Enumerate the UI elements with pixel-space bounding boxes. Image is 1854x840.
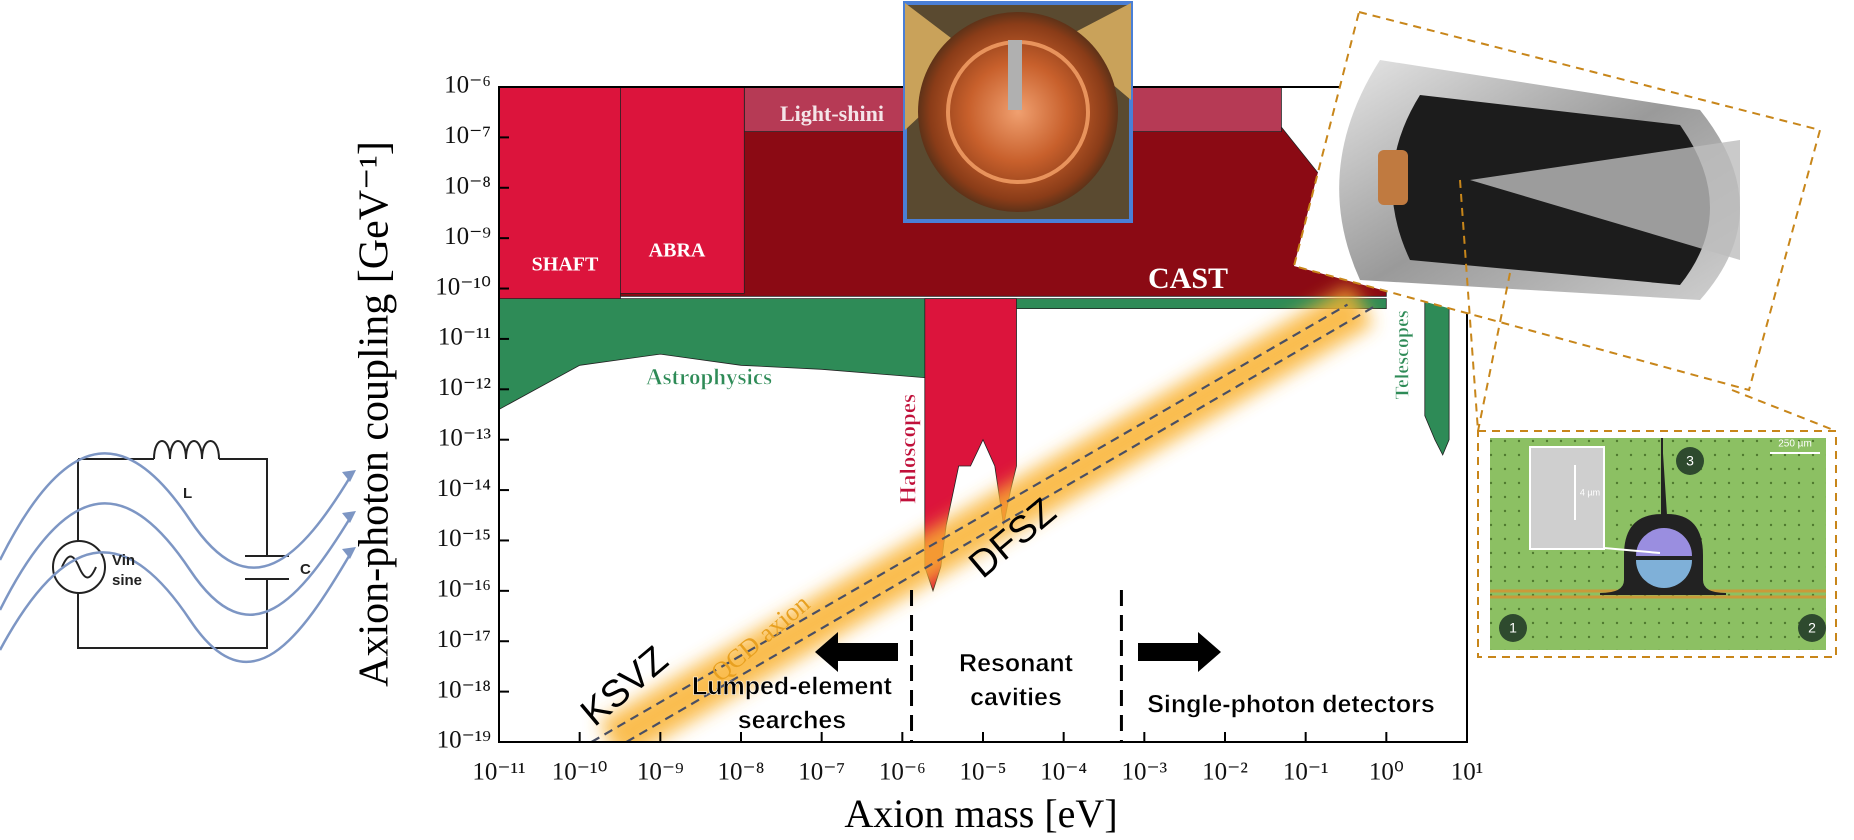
- x-tick-label: 10⁻⁵: [960, 759, 1007, 786]
- port-label: 1: [1509, 620, 1517, 636]
- port-label: 3: [1686, 453, 1694, 469]
- y-axis-title: Axion-photon coupling [GeV⁻¹]: [352, 141, 398, 687]
- field-lines: [0, 453, 352, 662]
- chip-photo: 1 2 3 250 µm 4 µm: [1478, 431, 1836, 657]
- region-label: Haloscopes: [895, 394, 920, 504]
- arrow-right: [1138, 632, 1221, 672]
- region-label: Light-shini: [780, 101, 884, 126]
- cavity-rod: [1008, 40, 1022, 110]
- region-label: Astrophysics: [646, 364, 772, 389]
- y-tick-label: 10⁻⁸: [444, 173, 491, 200]
- scale-bar-label: 250 µm: [1778, 439, 1812, 450]
- annotation: Lumped-element: [692, 673, 893, 701]
- x-tick-label: 10⁻⁴: [1040, 759, 1087, 786]
- x-tick-label: 10⁻⁹: [637, 759, 684, 786]
- x-tick-label: 10¹: [1451, 759, 1484, 786]
- x-tick-label: 10⁻⁸: [718, 759, 765, 786]
- annotation: searches: [738, 707, 846, 735]
- x-tick-label: 10⁰: [1369, 759, 1404, 786]
- source-symbol: [62, 557, 96, 578]
- copper-part: [1378, 150, 1408, 205]
- y-tick-label: 10⁻⁶: [444, 72, 491, 99]
- x-tick-label: 10⁻⁶: [879, 759, 926, 786]
- y-tick-label: 10⁻¹⁶: [437, 576, 491, 603]
- circuit: [0, 441, 356, 662]
- region-label: Telescopes: [1392, 310, 1414, 399]
- y-tick-label: 10⁻¹⁹: [437, 727, 491, 754]
- sem-zoom: [1530, 447, 1604, 549]
- y-tick-label: 10⁻¹⁴: [437, 475, 492, 502]
- cavity-photo: [905, 3, 1131, 221]
- zoom-scale-label: 4 µm: [1580, 487, 1600, 497]
- y-tick-label: 10⁻⁷: [444, 122, 491, 149]
- exclusion-region: [620, 87, 744, 293]
- y-tick-label: 10⁻¹²: [438, 374, 491, 401]
- y-tick-label: 10⁻¹⁵: [437, 525, 491, 552]
- source-label: sine: [112, 572, 142, 589]
- x-tick-label: 10⁻⁷: [798, 759, 845, 786]
- page: {"chart_data": { "type": "exclusion", "x…: [0, 0, 1854, 840]
- region-label: CAST: [1148, 262, 1228, 295]
- inductor: [154, 441, 219, 459]
- y-tick-label: 10⁻⁹: [444, 223, 491, 250]
- y-tick-label: 10⁻¹⁰: [435, 273, 491, 300]
- annotation: cavities: [970, 684, 1062, 712]
- annotation: Resonant: [959, 650, 1074, 678]
- source-label: Vin: [112, 552, 135, 569]
- inductor-label: L: [183, 485, 192, 502]
- x-tick-label: 10⁻²: [1202, 759, 1248, 786]
- region-label: ABRA: [649, 240, 706, 262]
- y-tick-label: 10⁻¹¹: [438, 324, 491, 351]
- field-line: [0, 503, 352, 614]
- x-tick-label: 10⁻¹: [1283, 759, 1329, 786]
- x-tick-label: 10⁻¹⁰: [552, 759, 608, 786]
- exclusion-region: [1425, 299, 1449, 455]
- capacitor-label: C: [300, 561, 311, 578]
- y-tick-label: 10⁻¹³: [438, 424, 492, 451]
- x-tick-label: 10⁻³: [1121, 759, 1167, 786]
- circuit-labels: L C Vin sine: [112, 485, 311, 589]
- x-tick-label: 10⁻¹¹: [472, 759, 525, 786]
- y-tick-label: 10⁻¹⁸: [437, 676, 491, 703]
- region-label: SHAFT: [532, 254, 599, 276]
- cryostat-render: [1294, 12, 1836, 431]
- figure: L C Vin sine 10⁻¹¹ 10⁻¹⁰ 10⁻⁹ 10⁻⁸ 10⁻⁷ 10⁻⁶ 1…: [0, 0, 1854, 840]
- x-axis-title: Axion mass [eV]: [844, 791, 1117, 836]
- annotation: Single-photon detectors: [1147, 691, 1435, 719]
- y-tick-label: 10⁻¹⁷: [437, 626, 491, 653]
- port-label: 2: [1808, 620, 1816, 636]
